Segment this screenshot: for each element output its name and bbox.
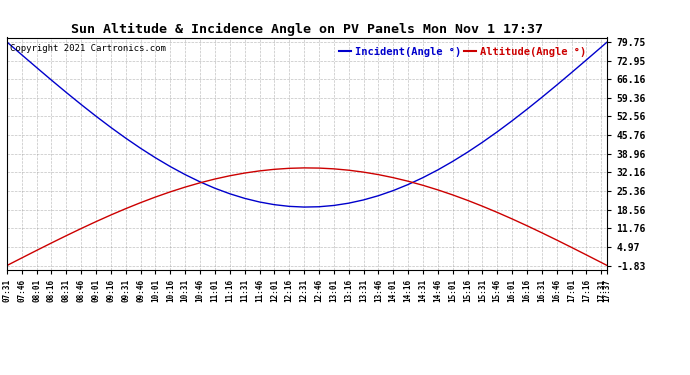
- Text: Copyright 2021 Cartronics.com: Copyright 2021 Cartronics.com: [10, 45, 166, 54]
- Legend: Incident(Angle °), Altitude(Angle °): Incident(Angle °), Altitude(Angle °): [335, 43, 590, 61]
- Title: Sun Altitude & Incidence Angle on PV Panels Mon Nov 1 17:37: Sun Altitude & Incidence Angle on PV Pan…: [71, 23, 543, 36]
